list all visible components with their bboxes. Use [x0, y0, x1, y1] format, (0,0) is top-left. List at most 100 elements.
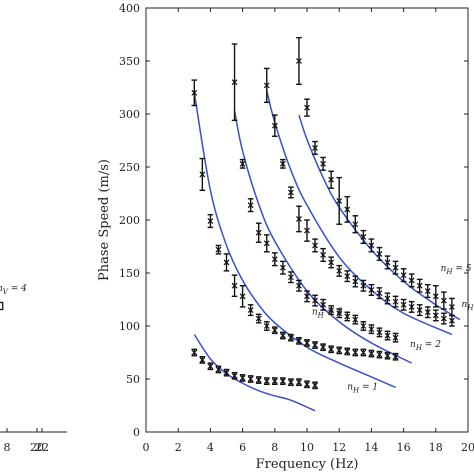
- x-marker: [255, 315, 262, 322]
- data-point: [223, 368, 230, 377]
- data-point: [336, 346, 343, 355]
- x-marker: [239, 293, 246, 300]
- x-marker: [263, 240, 270, 247]
- data-point: [376, 350, 383, 359]
- x-marker: [408, 303, 415, 310]
- data-point: [320, 247, 327, 263]
- data-point: [287, 271, 294, 284]
- data-point: [191, 348, 198, 357]
- data-point: [312, 140, 318, 155]
- data-point: [408, 300, 415, 313]
- data-point: [384, 330, 391, 341]
- x-tick-label: 16: [397, 441, 411, 454]
- x-marker: [432, 312, 439, 319]
- x-marker: [392, 334, 399, 341]
- data-point: [271, 326, 278, 335]
- data-point: [287, 186, 294, 199]
- x-marker: [191, 89, 198, 96]
- x-marker: [344, 206, 351, 213]
- x-tick-label: 20: [461, 441, 474, 454]
- x-marker: [392, 353, 399, 360]
- x-tick-label: 6: [239, 441, 246, 454]
- data-point: [279, 377, 286, 385]
- left-data-points: [0, 301, 4, 311]
- x-marker: [376, 250, 383, 257]
- mode-label: nH = 3: [312, 307, 343, 319]
- x-marker: [296, 337, 302, 344]
- data-point: [255, 376, 262, 384]
- data-point: [263, 377, 270, 385]
- y-axis-label: Phase Speed (m/s): [97, 159, 112, 281]
- x-marker: [368, 242, 375, 249]
- x-marker: [279, 332, 286, 339]
- data-points: [191, 36, 455, 390]
- data-point: [424, 283, 431, 299]
- data-point: [416, 278, 423, 293]
- x-tick-label: 8: [271, 441, 278, 454]
- x-marker: [223, 259, 230, 266]
- data-point: [328, 305, 335, 316]
- x-marker: [279, 378, 286, 385]
- x-marker: [207, 363, 214, 370]
- x-marker: [392, 298, 399, 305]
- x-marker: [344, 273, 351, 280]
- left-annotation: nV = 4: [0, 284, 27, 296]
- x-marker: [239, 375, 246, 381]
- data-point: [296, 205, 302, 233]
- data-point: [296, 378, 302, 387]
- x-marker: [312, 382, 318, 389]
- data-point: [263, 67, 270, 104]
- data-point: [207, 362, 214, 371]
- data-point: [296, 279, 302, 292]
- data-point: [320, 156, 327, 171]
- x-axis-ticks: 0 2 4 6 8 10 12 14 16 18 20: [143, 8, 474, 454]
- y-tick-label: 200: [119, 214, 140, 227]
- model-curve-2: [193, 92, 396, 389]
- data-point: [304, 380, 310, 389]
- data-point: [312, 341, 318, 349]
- data-point: [344, 270, 351, 283]
- x-marker: [336, 347, 343, 354]
- data-point: [239, 158, 246, 169]
- data-point: [360, 348, 367, 357]
- x-marker: [296, 58, 302, 64]
- x-marker: [424, 309, 431, 316]
- model-curve-4: [266, 90, 453, 336]
- x-marker: [304, 293, 310, 300]
- data-point: [207, 213, 214, 229]
- left-x-tick-label: 22: [35, 441, 49, 454]
- data-point: [408, 273, 415, 288]
- x-marker: [271, 122, 278, 129]
- data-point: [352, 348, 359, 357]
- data-point: [304, 339, 310, 347]
- data-point: [231, 43, 238, 122]
- data-point: [368, 324, 375, 335]
- mode-label: nH = 1: [347, 383, 378, 395]
- x-marker: [296, 216, 302, 222]
- x-tick-label: 18: [429, 441, 443, 454]
- x-marker: [320, 344, 327, 351]
- data-point: [215, 365, 222, 374]
- x-marker: [440, 297, 447, 304]
- x-marker: [304, 340, 310, 346]
- x-marker: [400, 301, 407, 308]
- data-point: [239, 285, 246, 308]
- y-tick-label: 300: [119, 108, 140, 121]
- y-axis-ticks: 0 50 100 150 200 250 300 350 400: [119, 2, 468, 439]
- data-point: [247, 375, 254, 383]
- data-point: [231, 274, 238, 298]
- x-marker: [271, 256, 278, 263]
- x-marker: [191, 349, 198, 356]
- x-marker: [448, 317, 455, 324]
- data-point: [376, 287, 383, 300]
- x-marker: [255, 229, 262, 236]
- x-marker: [328, 176, 335, 183]
- data-point: [271, 114, 278, 137]
- x-tick-label: 2: [175, 441, 182, 454]
- data-point: [424, 306, 431, 319]
- x-marker: [296, 282, 302, 289]
- x-marker: [368, 350, 375, 357]
- model-curve-1: [193, 334, 316, 412]
- data-point: [336, 176, 343, 225]
- y-tick-label: 350: [119, 55, 140, 68]
